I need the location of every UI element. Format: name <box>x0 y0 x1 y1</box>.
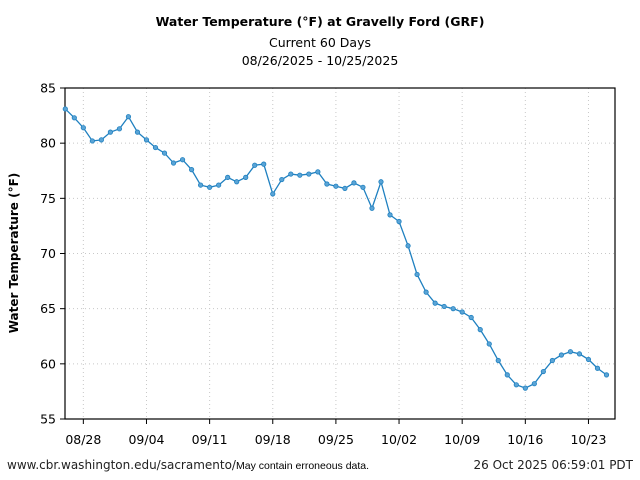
y-tick-label: 70 <box>40 246 56 261</box>
data-point <box>342 185 348 192</box>
data-point <box>333 183 339 189</box>
data-point <box>603 372 610 378</box>
data-point <box>459 309 465 315</box>
y-tick-label: 60 <box>40 356 56 371</box>
data-point <box>62 106 68 112</box>
x-tick-label: 09/25 <box>318 432 354 447</box>
data-point <box>522 385 528 391</box>
data-point <box>216 182 222 188</box>
data-point <box>549 357 555 364</box>
x-tick-label: 08/28 <box>65 432 101 447</box>
data-point <box>558 352 565 358</box>
data-point <box>387 212 393 218</box>
source-url[interactable]: www.cbr.washington.edu/sacramento/ <box>7 458 236 472</box>
footer-timestamp: 26 Oct 2025 06:59:01 PDT <box>473 458 633 472</box>
data-point <box>288 171 294 177</box>
data-point <box>179 157 186 163</box>
data-point <box>315 169 321 175</box>
data-point <box>369 205 375 211</box>
data-point <box>161 150 168 156</box>
data-point <box>540 368 546 375</box>
data-point <box>396 218 402 225</box>
y-tick-label: 55 <box>40 412 56 427</box>
data-point <box>450 306 456 312</box>
axes: 55 60 65 70 75 80 85 08/28 09/04 09/11 09/18 09/25 1… <box>40 81 616 447</box>
data-point <box>188 167 195 173</box>
x-tick-label: 09/04 <box>128 432 164 447</box>
footer-source: www.cbr.washington.edu/sacramento/May co… <box>7 458 369 472</box>
y-tick-label: 80 <box>40 136 56 151</box>
x-tick-label: 10/23 <box>570 432 606 447</box>
data-point <box>198 182 204 188</box>
data-point <box>576 351 583 357</box>
x-tick-label: 09/18 <box>255 432 291 447</box>
data-point <box>71 115 77 121</box>
data-point <box>134 129 141 135</box>
data-point <box>486 341 492 347</box>
y-tick-label: 75 <box>40 191 56 206</box>
x-tick-label: 09/11 <box>192 432 228 447</box>
data-point <box>324 181 330 187</box>
data-point <box>468 314 474 321</box>
data-point <box>270 191 276 197</box>
data-point <box>306 171 312 177</box>
x-tick-label: 10/02 <box>381 432 417 447</box>
y-tick-label: 85 <box>40 81 56 96</box>
x-tick-label: 10/09 <box>444 432 480 447</box>
data-point <box>414 271 420 278</box>
data-point <box>378 179 384 185</box>
data-point <box>495 357 501 364</box>
data-point <box>567 349 574 355</box>
plot-frame <box>64 87 616 420</box>
data-point <box>432 300 438 306</box>
data-point <box>207 184 213 190</box>
data-point <box>234 179 240 185</box>
x-tick-label: 10/16 <box>507 432 543 447</box>
chart-title: Water Temperature (°F) at Gravelly Ford … <box>155 14 485 29</box>
data-point <box>143 137 150 143</box>
data-point <box>405 243 411 249</box>
data-point <box>225 174 231 180</box>
data-point <box>504 372 510 378</box>
data-point <box>89 138 95 144</box>
data-point <box>261 161 267 167</box>
data-point <box>351 180 357 186</box>
data-point <box>80 125 86 131</box>
data-point <box>441 303 447 310</box>
data-point <box>152 144 159 151</box>
data-point <box>513 382 519 388</box>
data-point <box>170 160 177 166</box>
data-point <box>125 114 132 120</box>
data-point <box>423 289 429 295</box>
data-point <box>360 184 366 190</box>
data-point <box>531 381 537 387</box>
data-point <box>279 176 285 183</box>
disclaimer: May contain erroneous data. <box>235 460 370 472</box>
data-point <box>297 172 303 178</box>
data-point <box>107 129 114 135</box>
data-point <box>243 174 249 180</box>
data-series <box>62 106 610 391</box>
data-point <box>477 327 483 333</box>
chart-subtitle: Current 60 Days <box>269 35 371 50</box>
data-point <box>98 137 104 143</box>
data-point <box>594 365 601 371</box>
y-axis-label: Water Temperature (°F) <box>7 173 21 334</box>
data-point <box>585 356 592 363</box>
data-point <box>116 126 123 132</box>
data-point <box>252 162 258 168</box>
chart-date-range: 08/26/2025 - 10/25/2025 <box>241 53 399 68</box>
y-tick-label: 65 <box>40 301 56 316</box>
